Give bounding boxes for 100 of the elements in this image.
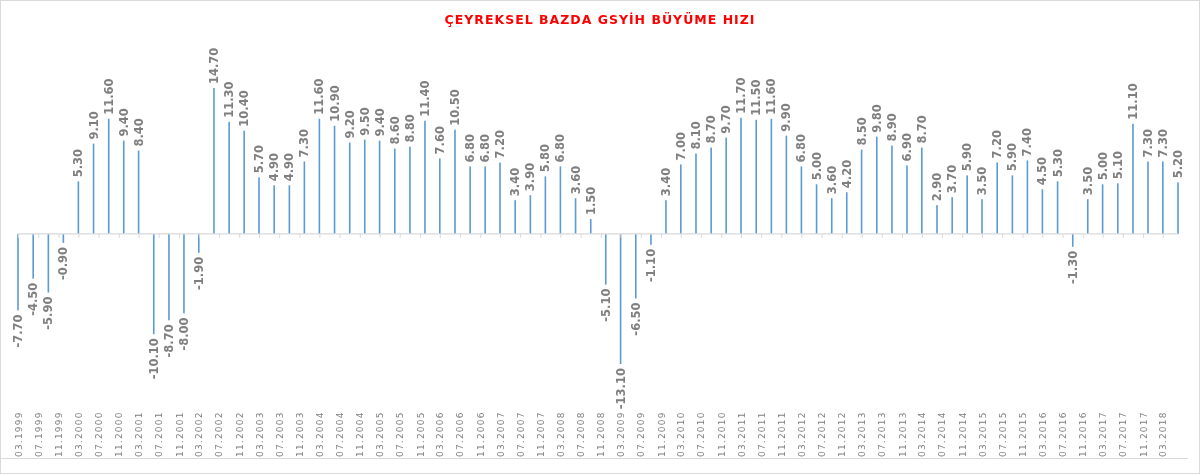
x-tick-label: 07.2012	[817, 411, 828, 457]
x-tick-label: 03.2018	[1158, 411, 1169, 457]
x-tick-label: 07.2005	[395, 411, 406, 457]
x-tick-label: 07.2000	[94, 411, 104, 457]
x-tick-label: 03.2017	[1098, 411, 1109, 457]
data-label: -8.00	[176, 317, 191, 351]
x-tick-label: 07.2010	[696, 411, 707, 457]
x-tick-label: 07.2014	[937, 411, 948, 457]
data-label: 3.50	[975, 166, 990, 196]
data-label: 11.60	[312, 78, 327, 115]
x-tick-label: 11.1999	[53, 411, 64, 457]
data-label: 8.10	[688, 121, 703, 150]
data-label: 9.80	[869, 104, 884, 133]
data-label: 3.50	[1080, 166, 1095, 196]
data-label: 7.30	[297, 129, 312, 158]
x-tick-label: 11.2005	[415, 411, 426, 457]
data-label: 4.20	[839, 159, 854, 189]
data-label: 5.90	[960, 142, 975, 172]
x-tick-label: 03.2005	[375, 411, 386, 457]
x-tick-label: 07.2006	[455, 411, 466, 457]
x-tick-label: 03.2002	[194, 411, 205, 457]
data-label: 6.80	[478, 134, 493, 163]
data-label: 6.80	[553, 134, 568, 163]
data-label: 9.70	[719, 105, 734, 134]
data-label: -10.10	[146, 338, 161, 380]
x-tick-label: 11.2015	[1017, 411, 1028, 457]
x-tick-label: 11.2008	[596, 411, 607, 457]
data-label: 8.70	[704, 115, 719, 144]
x-tick-label: 11.2016	[1078, 411, 1089, 457]
x-tick-label: 11.2014	[957, 411, 968, 457]
data-label: -1.30	[1065, 250, 1080, 285]
data-label: 5.20	[1171, 149, 1185, 179]
x-tick-label: 03.2001	[134, 411, 145, 457]
data-label: 10.40	[237, 90, 252, 127]
data-label: -13.10	[613, 368, 628, 410]
data-label: 4.50	[1035, 156, 1050, 186]
x-tick-label: 03.2007	[495, 411, 506, 457]
x-tick-label: 03.2013	[857, 411, 868, 457]
data-label: 11.50	[749, 79, 764, 116]
x-tick-label: 11.2012	[837, 411, 848, 457]
x-tick-label: 03.2000	[73, 411, 84, 457]
x-tick-label: 07.2007	[515, 411, 526, 457]
data-label: 8.60	[387, 116, 402, 145]
data-label: 1.50	[583, 186, 598, 216]
data-label: 3.40	[658, 167, 673, 197]
x-tick-label: 11.2002	[234, 411, 245, 457]
data-label: 9.20	[342, 110, 357, 139]
data-label: -0.90	[56, 246, 71, 281]
data-label: 11.60	[764, 78, 779, 115]
data-label: 3.60	[568, 165, 583, 195]
data-label: 7.30	[1155, 129, 1170, 158]
x-tick-label: 07.2003	[274, 411, 285, 457]
chart-title: ÇEYREKSEL BAZDA GSYİH BÜYÜME HIZI	[444, 12, 756, 27]
data-label: 7.00	[673, 132, 688, 161]
x-tick-label: 03.2014	[917, 411, 928, 457]
data-label: 9.90	[779, 103, 794, 132]
data-label: 11.30	[222, 81, 237, 118]
data-label: 5.70	[252, 144, 267, 174]
data-label: 2.90	[929, 172, 944, 202]
data-label: -1.10	[643, 248, 658, 283]
x-tick-label: 07.2004	[335, 411, 346, 457]
x-tick-label: 03.2012	[796, 411, 807, 457]
x-tick-label: 11.2017	[1138, 411, 1149, 457]
x-tick-label: 11.2013	[897, 411, 908, 457]
data-label: 7.20	[990, 130, 1005, 159]
data-label: 9.10	[86, 111, 101, 140]
data-label: 3.90	[523, 162, 538, 192]
data-label: 5.90	[1005, 142, 1020, 172]
x-tick-label: 11.2003	[294, 411, 305, 457]
x-tick-label: 07.2009	[636, 411, 647, 457]
x-tick-label: 03.2008	[555, 411, 566, 457]
x-tick-label: 03.2006	[435, 411, 446, 457]
x-tick-label: 07.1999	[33, 411, 44, 457]
data-label: 10.90	[327, 85, 342, 122]
data-label: 8.70	[914, 115, 929, 144]
x-tick-label: 07.2013	[877, 411, 888, 457]
data-label: 5.80	[538, 143, 553, 173]
x-tick-label: 07.2016	[1058, 411, 1069, 457]
data-label: 8.50	[854, 117, 869, 146]
data-label: 11.10	[1125, 83, 1140, 120]
data-label: -1.90	[191, 256, 206, 290]
data-label: 9.50	[357, 107, 372, 136]
x-tick-label: 03.2011	[736, 411, 747, 457]
data-label: 6.80	[463, 134, 478, 163]
data-label: 7.20	[493, 130, 508, 159]
data-label: -5.10	[598, 288, 613, 322]
data-label: 11.70	[734, 77, 749, 114]
data-label: 5.30	[1050, 148, 1065, 178]
data-label: 11.60	[101, 78, 116, 115]
data-label: 4.90	[282, 152, 297, 182]
data-label: 9.40	[372, 108, 387, 137]
x-tick-label: 03.2004	[314, 411, 325, 457]
x-tick-label: 03.2009	[616, 411, 627, 457]
data-label: -6.50	[628, 302, 643, 336]
x-tick-label: 07.2017	[1118, 411, 1129, 457]
x-tick-label: 11.2004	[355, 411, 366, 457]
data-label: 3.40	[508, 167, 523, 197]
x-tick-label: 03.2010	[676, 411, 687, 457]
x-tick-label: 11.2006	[475, 411, 486, 457]
data-label: 5.00	[1095, 151, 1110, 181]
